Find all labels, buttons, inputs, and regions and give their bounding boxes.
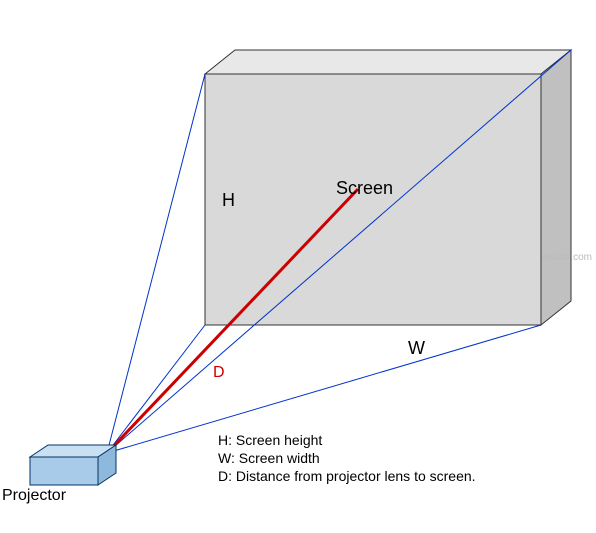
label-d: D xyxy=(213,364,225,382)
projection-line-tl xyxy=(107,74,205,453)
label-w: W xyxy=(408,338,425,359)
projection-line-br xyxy=(107,325,541,453)
legend-line-h: H: Screen height xyxy=(218,432,322,448)
projector-diagram: H W D Screen Projector H: Screen height … xyxy=(0,0,596,528)
watermark: wsxdn.com xyxy=(542,252,592,263)
label-projector: Projector xyxy=(2,487,66,505)
projection-line-bl xyxy=(107,325,205,453)
legend-line-d: D: Distance from projector lens to scree… xyxy=(218,468,476,484)
legend-line-w: W: Screen width xyxy=(218,450,320,466)
screen-side xyxy=(541,50,571,325)
screen-top xyxy=(205,50,571,74)
diagram-svg xyxy=(0,0,596,528)
screen-front xyxy=(205,74,541,325)
label-h: H xyxy=(222,190,235,211)
label-screen: Screen xyxy=(336,178,393,199)
projector-front xyxy=(30,457,98,485)
